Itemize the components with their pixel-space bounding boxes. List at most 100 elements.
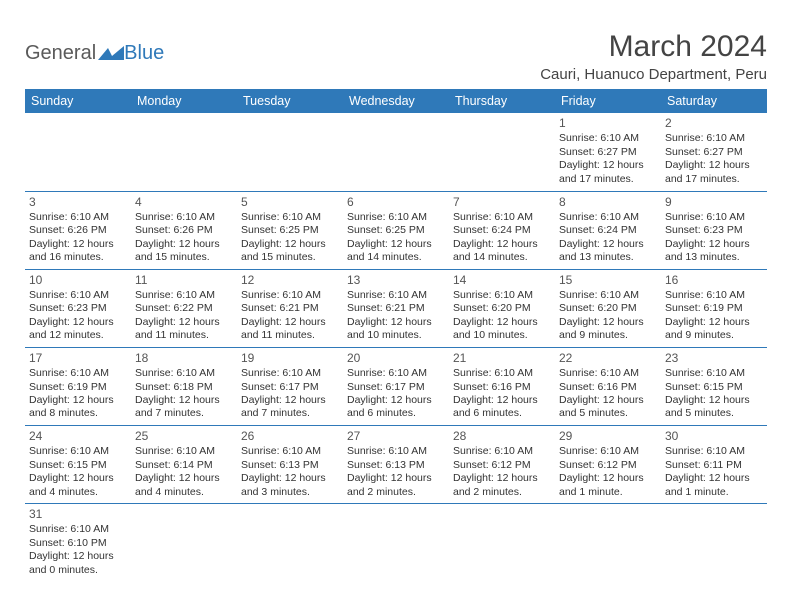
sunrise-line: Sunrise: 6:10 AM: [665, 132, 763, 145]
sunrise-line: Sunrise: 6:10 AM: [241, 445, 339, 458]
sunrise-line: Sunrise: 6:10 AM: [29, 367, 127, 380]
day-number: 23: [665, 351, 763, 366]
daylight-line: Daylight: 12 hours and 9 minutes.: [665, 316, 763, 343]
weekday-header: Wednesday: [343, 89, 449, 113]
weekday-header: Thursday: [449, 89, 555, 113]
calendar-cell: [661, 503, 767, 581]
sunrise-line: Sunrise: 6:10 AM: [347, 445, 445, 458]
sunset-line: Sunset: 6:26 PM: [29, 224, 127, 237]
sunset-line: Sunset: 6:26 PM: [135, 224, 233, 237]
sunrise-line: Sunrise: 6:10 AM: [347, 367, 445, 380]
sunset-line: Sunset: 6:17 PM: [347, 381, 445, 394]
sunrise-line: Sunrise: 6:10 AM: [665, 211, 763, 224]
sunset-line: Sunset: 6:25 PM: [241, 224, 339, 237]
calendar-cell: [131, 113, 237, 191]
daylight-line: Daylight: 12 hours and 4 minutes.: [29, 472, 127, 499]
day-number: 28: [453, 429, 551, 444]
daylight-line: Daylight: 12 hours and 16 minutes.: [29, 238, 127, 265]
sunrise-line: Sunrise: 6:10 AM: [241, 367, 339, 380]
day-number: 11: [135, 273, 233, 288]
calendar-cell: 10Sunrise: 6:10 AMSunset: 6:23 PMDayligh…: [25, 269, 131, 347]
day-number: 8: [559, 195, 657, 210]
calendar-cell: 14Sunrise: 6:10 AMSunset: 6:20 PMDayligh…: [449, 269, 555, 347]
sunrise-line: Sunrise: 6:10 AM: [665, 289, 763, 302]
daylight-line: Daylight: 12 hours and 14 minutes.: [347, 238, 445, 265]
calendar-cell: 31Sunrise: 6:10 AMSunset: 6:10 PMDayligh…: [25, 503, 131, 581]
daylight-line: Daylight: 12 hours and 7 minutes.: [241, 394, 339, 421]
calendar-cell: 27Sunrise: 6:10 AMSunset: 6:13 PMDayligh…: [343, 425, 449, 503]
calendar-cell: [449, 503, 555, 581]
daylight-line: Daylight: 12 hours and 1 minute.: [559, 472, 657, 499]
daylight-line: Daylight: 12 hours and 13 minutes.: [559, 238, 657, 265]
day-number: 15: [559, 273, 657, 288]
daylight-line: Daylight: 12 hours and 15 minutes.: [241, 238, 339, 265]
header: General Blue March 2024 Cauri, Huanuco D…: [25, 30, 767, 83]
day-number: 31: [29, 507, 127, 522]
day-number: 17: [29, 351, 127, 366]
sunrise-line: Sunrise: 6:10 AM: [29, 211, 127, 224]
calendar-cell: [237, 113, 343, 191]
logo-text-blue: Blue: [124, 42, 164, 65]
day-number: 20: [347, 351, 445, 366]
sunset-line: Sunset: 6:23 PM: [665, 224, 763, 237]
day-number: 18: [135, 351, 233, 366]
calendar-cell: 2Sunrise: 6:10 AMSunset: 6:27 PMDaylight…: [661, 113, 767, 191]
sunset-line: Sunset: 6:11 PM: [665, 459, 763, 472]
day-number: 6: [347, 195, 445, 210]
sunrise-line: Sunrise: 6:10 AM: [347, 289, 445, 302]
sunset-line: Sunset: 6:15 PM: [665, 381, 763, 394]
sunset-line: Sunset: 6:18 PM: [135, 381, 233, 394]
weekday-header: Monday: [131, 89, 237, 113]
day-number: 10: [29, 273, 127, 288]
calendar-cell: 1Sunrise: 6:10 AMSunset: 6:27 PMDaylight…: [555, 113, 661, 191]
sunrise-line: Sunrise: 6:10 AM: [559, 132, 657, 145]
calendar-table: SundayMondayTuesdayWednesdayThursdayFrid…: [25, 89, 767, 581]
month-title: March 2024: [540, 30, 767, 64]
day-number: 19: [241, 351, 339, 366]
sunset-line: Sunset: 6:20 PM: [453, 302, 551, 315]
calendar-cell: 6Sunrise: 6:10 AMSunset: 6:25 PMDaylight…: [343, 191, 449, 269]
day-number: 21: [453, 351, 551, 366]
calendar-cell: 30Sunrise: 6:10 AMSunset: 6:11 PMDayligh…: [661, 425, 767, 503]
calendar-cell: 12Sunrise: 6:10 AMSunset: 6:21 PMDayligh…: [237, 269, 343, 347]
day-number: 13: [347, 273, 445, 288]
day-number: 22: [559, 351, 657, 366]
calendar-cell: 22Sunrise: 6:10 AMSunset: 6:16 PMDayligh…: [555, 347, 661, 425]
calendar-cell: 15Sunrise: 6:10 AMSunset: 6:20 PMDayligh…: [555, 269, 661, 347]
sunset-line: Sunset: 6:10 PM: [29, 537, 127, 550]
calendar-cell: [25, 113, 131, 191]
day-number: 29: [559, 429, 657, 444]
sunrise-line: Sunrise: 6:10 AM: [665, 445, 763, 458]
sunrise-line: Sunrise: 6:10 AM: [453, 289, 551, 302]
calendar-cell: 17Sunrise: 6:10 AMSunset: 6:19 PMDayligh…: [25, 347, 131, 425]
sunset-line: Sunset: 6:19 PM: [665, 302, 763, 315]
weekday-header: Saturday: [661, 89, 767, 113]
day-number: 1: [559, 116, 657, 131]
calendar-cell: 29Sunrise: 6:10 AMSunset: 6:12 PMDayligh…: [555, 425, 661, 503]
sunrise-line: Sunrise: 6:10 AM: [29, 445, 127, 458]
logo: General Blue: [25, 30, 164, 65]
sunrise-line: Sunrise: 6:10 AM: [29, 523, 127, 536]
sunset-line: Sunset: 6:15 PM: [29, 459, 127, 472]
day-number: 9: [665, 195, 763, 210]
sunset-line: Sunset: 6:12 PM: [453, 459, 551, 472]
sunset-line: Sunset: 6:13 PM: [241, 459, 339, 472]
daylight-line: Daylight: 12 hours and 10 minutes.: [453, 316, 551, 343]
calendar-cell: 26Sunrise: 6:10 AMSunset: 6:13 PMDayligh…: [237, 425, 343, 503]
calendar-cell: 13Sunrise: 6:10 AMSunset: 6:21 PMDayligh…: [343, 269, 449, 347]
daylight-line: Daylight: 12 hours and 8 minutes.: [29, 394, 127, 421]
calendar-cell: [343, 503, 449, 581]
sunrise-line: Sunrise: 6:10 AM: [453, 367, 551, 380]
sunrise-line: Sunrise: 6:10 AM: [347, 211, 445, 224]
location-text: Cauri, Huanuco Department, Peru: [540, 66, 767, 83]
sunset-line: Sunset: 6:20 PM: [559, 302, 657, 315]
day-number: 27: [347, 429, 445, 444]
day-number: 25: [135, 429, 233, 444]
sunset-line: Sunset: 6:21 PM: [347, 302, 445, 315]
calendar-cell: 25Sunrise: 6:10 AMSunset: 6:14 PMDayligh…: [131, 425, 237, 503]
sunrise-line: Sunrise: 6:10 AM: [453, 445, 551, 458]
day-number: 24: [29, 429, 127, 444]
sunrise-line: Sunrise: 6:10 AM: [135, 445, 233, 458]
sunrise-line: Sunrise: 6:10 AM: [241, 211, 339, 224]
calendar-cell: [449, 113, 555, 191]
